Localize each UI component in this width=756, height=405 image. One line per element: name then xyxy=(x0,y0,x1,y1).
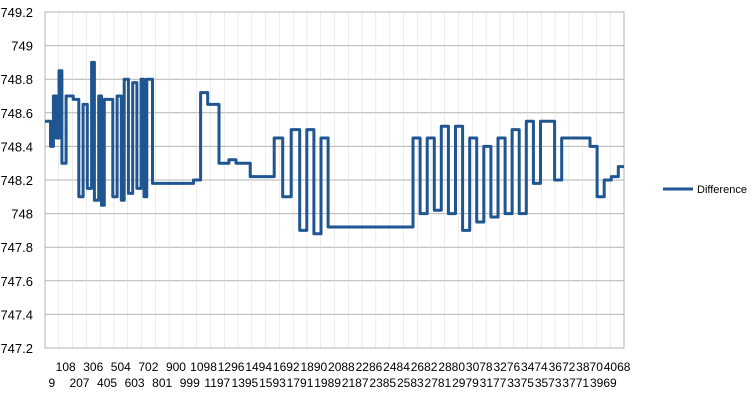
x-tick-label: 4068 xyxy=(604,360,631,374)
x-tick-label: 3672 xyxy=(549,360,576,374)
x-tick-label: 1791 xyxy=(287,376,314,390)
x-tick-label: 405 xyxy=(97,376,117,390)
x-tick-label: 2187 xyxy=(342,376,369,390)
series-lines xyxy=(45,60,624,236)
x-tick-label: 603 xyxy=(125,376,145,390)
x-tick-label: 108 xyxy=(56,360,76,374)
x-tick-label: 2979 xyxy=(452,376,479,390)
x-tick-label: 1692 xyxy=(273,360,300,374)
plot-border xyxy=(44,11,625,349)
x-tick-label: 2880 xyxy=(438,360,465,374)
x-tick-label: 3870 xyxy=(576,360,603,374)
x-tick-label: 2286 xyxy=(356,360,383,374)
x-tick-label: 1395 xyxy=(232,376,259,390)
x-tick-label: 801 xyxy=(152,376,172,390)
x-tick-label: 2484 xyxy=(383,360,410,374)
y-tick-label: 747.6 xyxy=(0,274,33,289)
series-line-difference xyxy=(45,60,624,236)
y-tick-label: 748.2 xyxy=(0,173,33,188)
x-tick-label: 1197 xyxy=(204,376,230,390)
y-tick-label: 749.2 xyxy=(0,5,33,20)
x-tick-label: 3573 xyxy=(535,376,562,390)
x-tick-label: 2781 xyxy=(425,376,452,390)
x-tick-label: 1890 xyxy=(300,360,327,374)
y-tick-label: 747.8 xyxy=(0,240,33,255)
y-tick-label: 747.2 xyxy=(0,341,33,356)
x-tick-label: 207 xyxy=(69,376,89,390)
x-tick-label: 9 xyxy=(49,376,56,390)
x-tick-label: 2088 xyxy=(328,360,355,374)
x-tick-label: 3474 xyxy=(521,360,548,374)
x-tick-label: 702 xyxy=(138,360,158,374)
x-tick-label: 3771 xyxy=(562,376,589,390)
x-tick-label: 1098 xyxy=(190,360,217,374)
x-tick-label: 1494 xyxy=(245,360,272,374)
x-tick-label: 2385 xyxy=(369,376,396,390)
x-tick-label: 3969 xyxy=(590,376,617,390)
y-tick-label: 748.8 xyxy=(0,72,33,87)
x-tick-label: 2583 xyxy=(397,376,424,390)
x-tick-label: 3276 xyxy=(493,360,520,374)
x-tick-label: 2682 xyxy=(411,360,438,374)
legend: Difference xyxy=(663,184,747,196)
x-tick-label: 1593 xyxy=(259,376,286,390)
y-tick-label: 748 xyxy=(11,207,33,222)
x-tick-label: 504 xyxy=(111,360,131,374)
x-tick-label: 3078 xyxy=(466,360,493,374)
y-tick-label: 748.4 xyxy=(0,139,33,154)
y-axis-tick-labels: 747.2 747.4 747.6 747.8 748 748.2 748.4 748.6 74… xyxy=(0,5,33,356)
legend-label: Difference xyxy=(697,184,747,196)
x-tick-label: 3375 xyxy=(507,376,534,390)
x-tick-label: 3177 xyxy=(480,376,507,390)
x-tick-label: 999 xyxy=(180,376,200,390)
y-tick-label: 749 xyxy=(11,39,33,54)
y-tick-label: 748.6 xyxy=(0,106,33,121)
x-tick-label: 306 xyxy=(83,360,103,374)
x-tick-label: 900 xyxy=(166,360,186,374)
y-tick-label: 747.4 xyxy=(0,307,33,322)
x-axis-tick-labels: 9 207 405 603 801 999 1197 1395 1593 1791 1989 2187… xyxy=(49,360,631,390)
x-tick-label: 1296 xyxy=(218,360,245,374)
x-tick-label: 1989 xyxy=(314,376,341,390)
